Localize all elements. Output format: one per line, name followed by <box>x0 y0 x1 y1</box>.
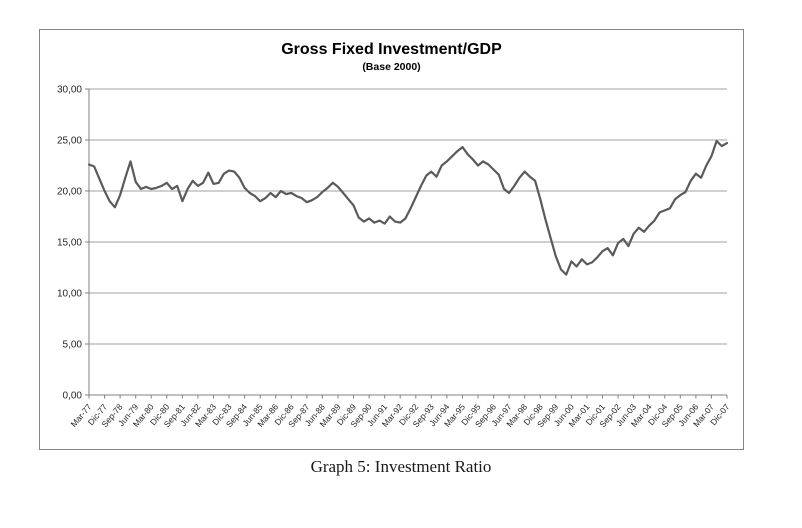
chart-subtitle: (Base 2000) <box>362 61 421 73</box>
svg-text:20,00: 20,00 <box>57 187 82 198</box>
chart-frame: 0,00 5,00 10,00 15,00 20,00 25,00 30,00 Mar-77 D… <box>39 29 744 450</box>
line-chart: 0,005,0010,0015,0020,0025,0030,00Mar-77D… <box>57 85 732 430</box>
svg-text:30,00: 30,00 <box>57 85 82 96</box>
svg-text:25,00: 25,00 <box>57 136 82 147</box>
svg-text:0,00: 0,00 <box>63 391 83 402</box>
svg-text:5,00: 5,00 <box>63 340 83 351</box>
svg-text:15,00: 15,00 <box>57 238 82 249</box>
figure-caption: Graph 5: Investment Ratio <box>310 457 492 476</box>
svg-text:10,00: 10,00 <box>57 289 82 300</box>
chart-title: Gross Fixed Investment/GDP <box>281 41 502 58</box>
